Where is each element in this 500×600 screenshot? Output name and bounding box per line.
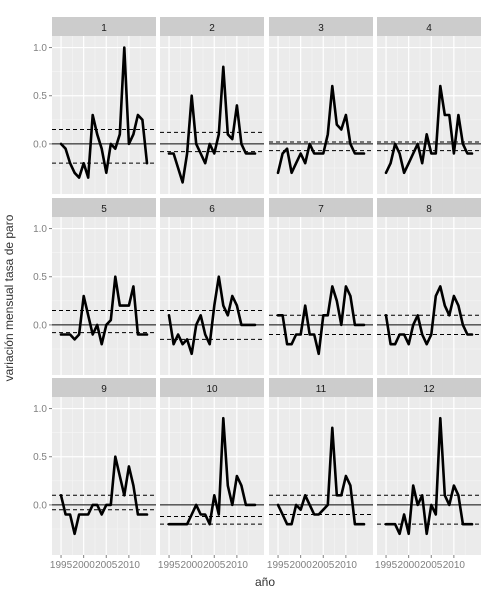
x-axis-title: año	[255, 575, 275, 589]
x-tick-label: 1995	[267, 560, 290, 571]
facet-panel: 2	[160, 17, 264, 194]
facet-strip	[269, 378, 373, 397]
x-tick-label: 2000	[398, 560, 421, 571]
y-axis-title: variación mensual tasa de paro	[2, 214, 16, 381]
facet-strip-label: 12	[423, 384, 435, 395]
y-tick-label: 1.0	[33, 43, 47, 54]
series-line	[59, 46, 149, 179]
facet-strip	[377, 378, 481, 397]
facet-strip-label: 7	[318, 204, 324, 215]
facet-panels: 1 2 3 45 6 7 89 10 11 12	[52, 17, 481, 555]
series-line	[384, 285, 474, 346]
y-tick-label: 0.5	[33, 91, 47, 102]
y-tick-label: 1.0	[33, 224, 47, 235]
panel-background	[52, 397, 156, 555]
x-tick-label: 2005	[420, 560, 443, 571]
facet-panel: 6	[160, 198, 264, 375]
x-axis-ticks: 1995 2000 2005 2010 1995 2000 2005 2010 1995 2000…	[50, 555, 466, 571]
series-line	[276, 426, 366, 526]
series-line	[167, 416, 257, 526]
facet-strip-label: 6	[209, 204, 215, 215]
facet-strip-label: 4	[426, 23, 432, 34]
x-tick-label: 2010	[118, 560, 141, 571]
y-tick-label: 0.0	[33, 139, 47, 150]
x-tick-label: 1995	[375, 560, 398, 571]
panel-background	[377, 217, 481, 375]
series-line	[276, 285, 366, 356]
x-tick-label: 2005	[312, 560, 335, 571]
facet-panel: 1	[52, 17, 156, 194]
facet-strip-label: 11	[316, 384, 327, 395]
y-tick-label: 0.5	[33, 272, 47, 283]
x-tick-label: 2010	[226, 560, 249, 571]
panel-background	[377, 36, 481, 194]
x-tick-label: 2005	[203, 560, 226, 571]
facet-strip	[269, 198, 373, 217]
series-line	[59, 455, 149, 536]
facet-panel: 10	[160, 378, 264, 555]
series-line	[167, 65, 257, 184]
facet-strip	[52, 17, 156, 36]
x-tick-label: 2000	[73, 560, 96, 571]
facet-strip-label: 10	[206, 384, 218, 395]
x-tick-label: 2010	[335, 560, 358, 571]
panel-background	[160, 217, 264, 375]
facet-panel: 5	[52, 198, 156, 375]
facet-strip	[269, 17, 373, 36]
facet-strip	[160, 378, 264, 397]
y-tick-label: 0.5	[33, 452, 47, 463]
panel-background	[269, 36, 373, 194]
facet-panel: 3	[269, 17, 373, 194]
panel-background	[269, 397, 373, 555]
facet-strip	[160, 17, 264, 36]
series-line	[276, 84, 366, 175]
facet-panel: 4	[377, 17, 481, 194]
facet-strip-label: 5	[101, 204, 107, 215]
series-line	[59, 275, 149, 346]
facet-panel: 7	[269, 198, 373, 375]
panel-background	[269, 217, 373, 375]
facet-strip	[377, 17, 481, 36]
facet-strip-label: 2	[209, 23, 215, 34]
facet-strip-label: 3	[318, 23, 324, 34]
y-tick-label: 0.0	[33, 320, 47, 331]
x-tick-label: 2000	[181, 560, 204, 571]
facet-panel: 11	[269, 378, 373, 555]
facet-panel: 8	[377, 198, 481, 375]
series-line	[167, 275, 257, 356]
facet-strip	[160, 198, 264, 217]
facet-strip-label: 8	[426, 204, 432, 215]
panel-background	[52, 217, 156, 375]
x-tick-label: 1995	[50, 560, 73, 571]
y-tick-label: 0.0	[33, 500, 47, 511]
panel-background	[160, 397, 264, 555]
facet-strip	[52, 378, 156, 397]
facet-strip	[377, 198, 481, 217]
x-tick-label: 2000	[290, 560, 313, 571]
series-line	[384, 84, 474, 175]
facet-panel: 9	[52, 378, 156, 555]
panel-background	[377, 397, 481, 555]
series-line	[384, 416, 474, 536]
facet-strip	[52, 198, 156, 217]
y-tick-label: 1.0	[33, 404, 47, 415]
x-tick-label: 2005	[95, 560, 118, 571]
facet-strip-label: 1	[101, 23, 107, 34]
y-axis-ticks: 0.0 0.5 1.0 0.0 0.5 1.0 0.0 0.5 1.0	[33, 43, 52, 511]
facet-panel: 12	[377, 378, 481, 555]
x-tick-label: 2010	[443, 560, 466, 571]
x-tick-label: 1995	[158, 560, 181, 571]
facet-strip-label: 9	[101, 384, 107, 395]
